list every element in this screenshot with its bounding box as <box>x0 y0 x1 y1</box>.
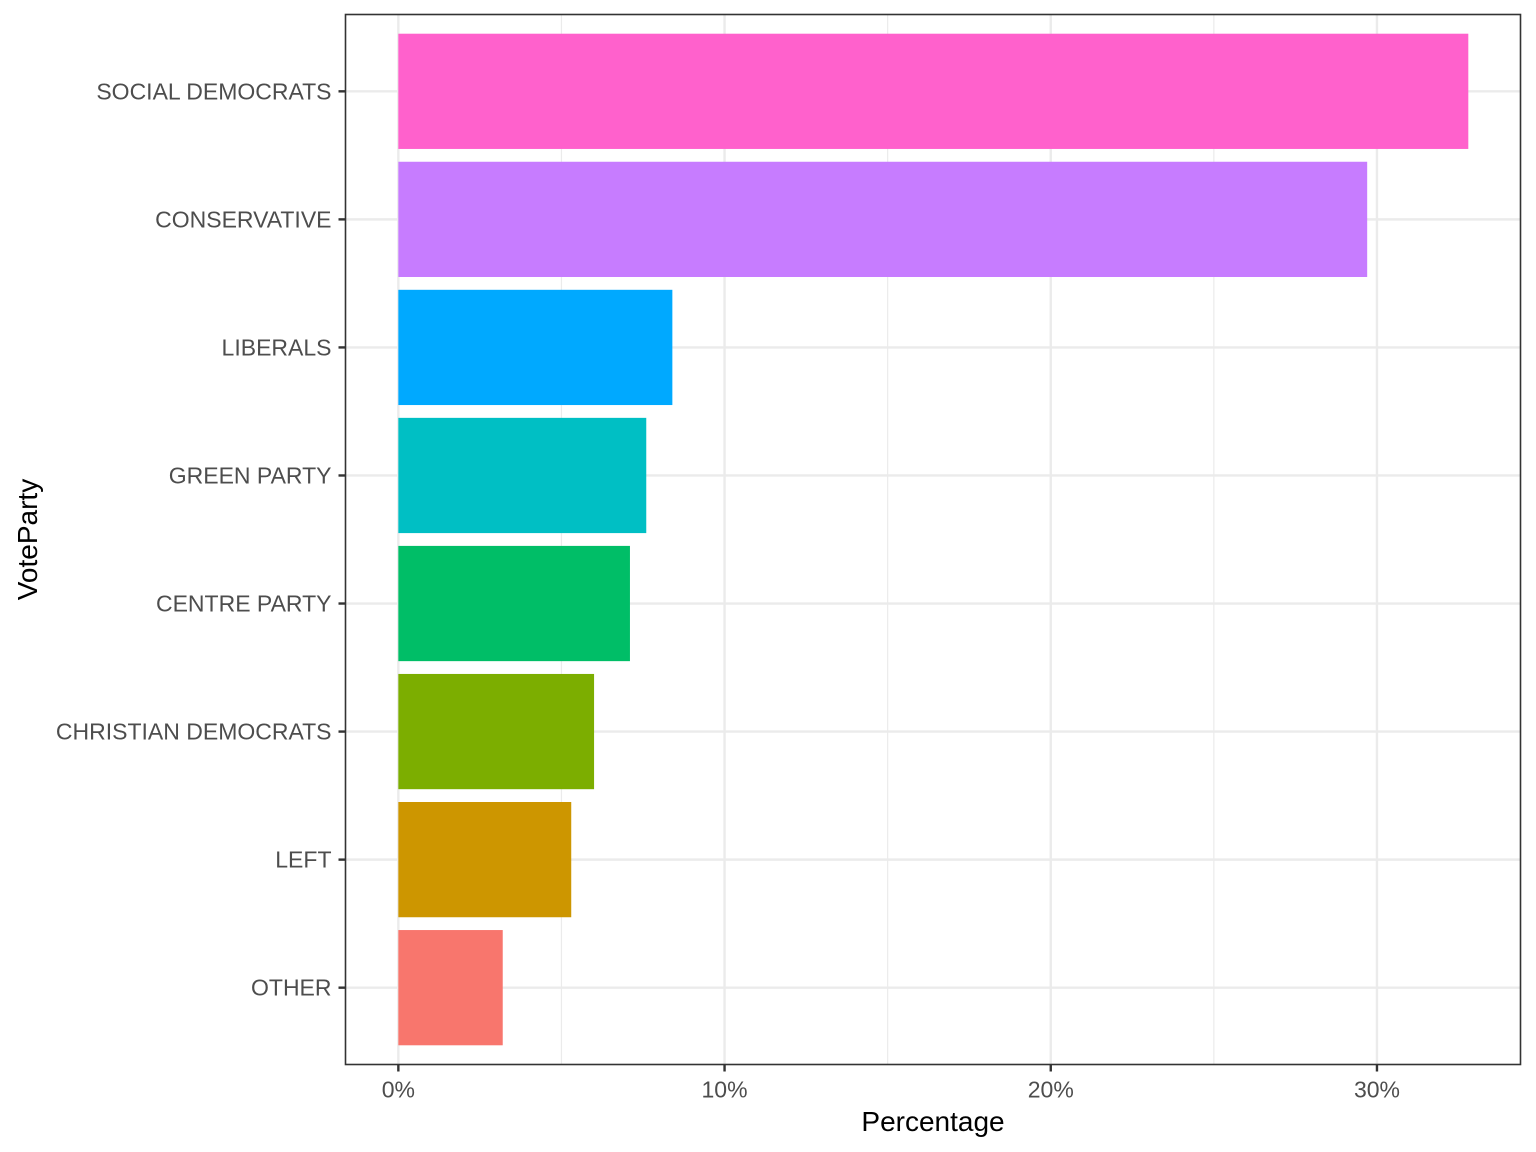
x-axis-title: Percentage <box>861 1106 1004 1137</box>
bar-christian-democrats <box>398 673 595 790</box>
x-tick-label: 20% <box>1028 1077 1074 1103</box>
bars <box>398 33 1469 1046</box>
bar-other <box>398 930 503 1046</box>
bar-green-party <box>398 417 647 534</box>
y-tick-label: CONSERVATIVE <box>155 206 331 232</box>
x-tick-label: 30% <box>1354 1077 1400 1103</box>
bar-conservative <box>398 161 1368 277</box>
x-axis: 0% 10% 20% 30% <box>382 1064 1400 1103</box>
y-tick-label: LEFT <box>275 847 331 873</box>
bar-liberals <box>398 289 673 406</box>
bar-social-democrats <box>398 33 1469 149</box>
x-tick-label: 10% <box>702 1077 748 1103</box>
panel-border <box>344 13 1522 1066</box>
y-tick-label: LIBERALS <box>222 334 332 360</box>
y-axis: SOCIAL DEMOCRATS CONSERVATIVE LIBERALS GREE… <box>56 78 346 1001</box>
y-tick-label: CENTRE PARTY <box>156 591 332 617</box>
y-tick-label: OTHER <box>251 975 332 1001</box>
y-tick-label: CHRISTIAN DEMOCRATS <box>56 719 332 745</box>
bar-left <box>398 802 572 918</box>
y-tick-label: SOCIAL DEMOCRATS <box>96 78 331 104</box>
y-tick-label: GREEN PARTY <box>169 462 332 488</box>
x-tick-label: 0% <box>382 1077 415 1103</box>
bar-centre-party <box>398 545 630 662</box>
y-axis-title: VoteParty <box>12 479 43 600</box>
